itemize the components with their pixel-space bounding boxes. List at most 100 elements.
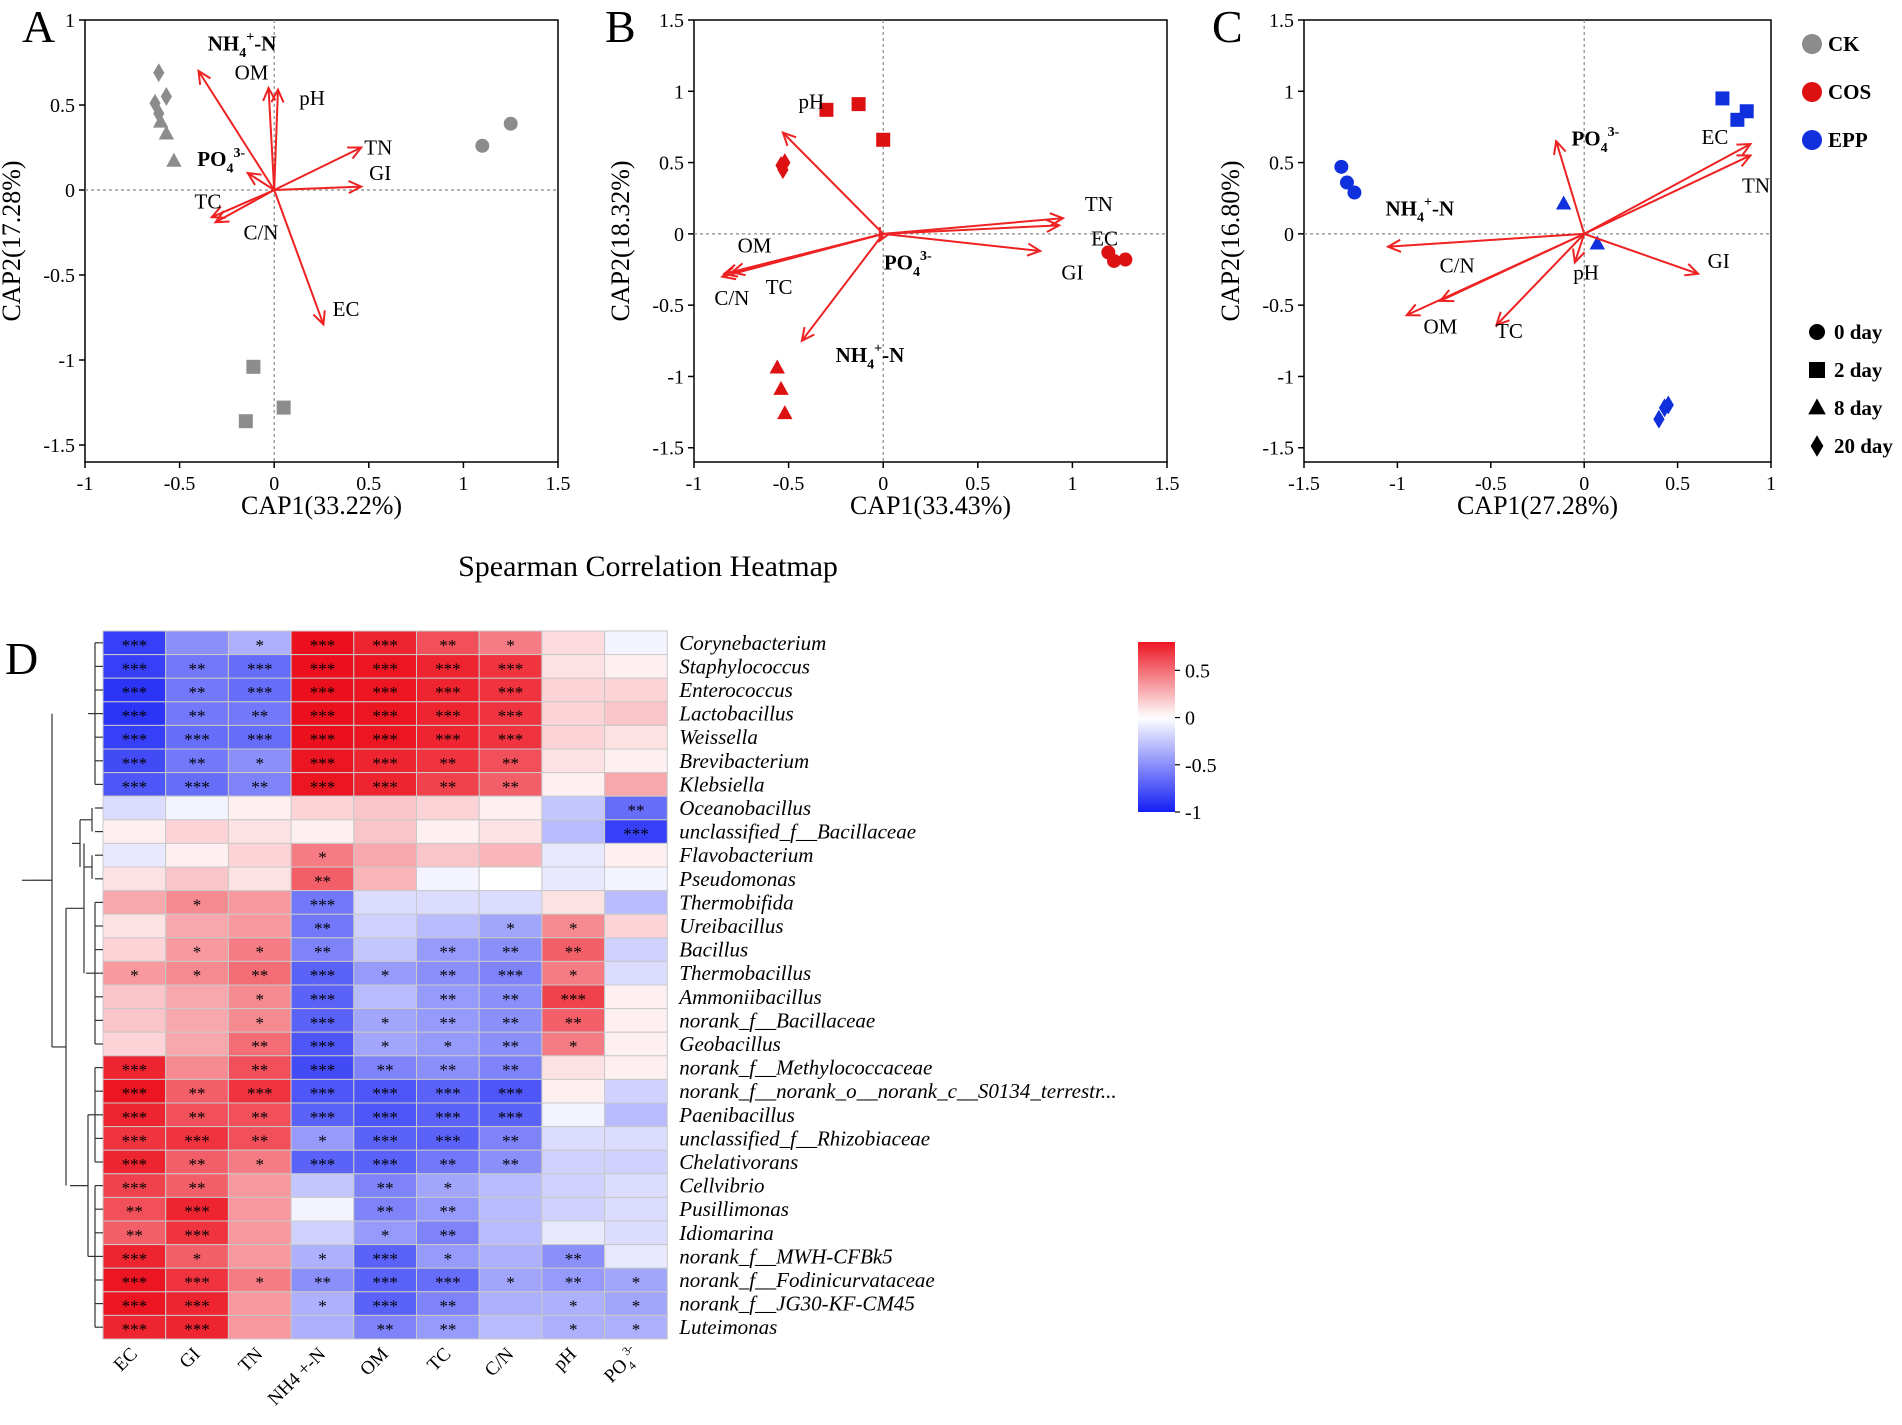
significance-marker: * xyxy=(193,895,202,914)
significance-marker: *** xyxy=(122,1297,148,1316)
significance-marker: ** xyxy=(565,1273,582,1292)
y-tick-label: 1 xyxy=(1284,81,1294,103)
label-part: C/N xyxy=(481,1343,518,1380)
significance-marker: *** xyxy=(498,707,524,726)
label-part: 3- xyxy=(619,1341,636,1358)
significance-marker: ** xyxy=(189,707,206,726)
significance-marker: *** xyxy=(310,754,336,773)
significance-marker: ** xyxy=(189,1084,206,1103)
significance-marker: *** xyxy=(184,1226,210,1245)
heatmap-cell xyxy=(102,795,167,821)
point-diamond xyxy=(1658,398,1671,418)
heatmap-cell xyxy=(478,1220,543,1246)
vector-arrow xyxy=(1583,232,1699,275)
heatmap-cell xyxy=(604,842,668,868)
significance-marker: * xyxy=(569,1297,578,1316)
heatmap-row-label: Chelativorans xyxy=(679,1150,798,1174)
vector-label: OM xyxy=(235,61,269,85)
heatmap-cell xyxy=(604,1149,668,1175)
heatmap-cell xyxy=(353,819,417,844)
significance-marker: ** xyxy=(314,872,331,891)
vector-label: NH4+-N xyxy=(836,342,905,373)
heatmap-cell xyxy=(604,748,668,774)
point-circle xyxy=(1118,252,1133,267)
significance-marker: *** xyxy=(122,730,148,749)
heatmap-cell xyxy=(102,937,167,962)
legend-label: 20 day xyxy=(1834,434,1893,458)
point-circle xyxy=(475,138,490,153)
significance-marker: *** xyxy=(372,1297,398,1316)
label-part: OM xyxy=(356,1344,393,1381)
significance-marker: *** xyxy=(372,707,398,726)
significance-marker: ** xyxy=(314,919,331,938)
significance-marker: *** xyxy=(372,683,398,702)
label-part: GI xyxy=(176,1344,205,1373)
significance-marker: *** xyxy=(310,636,336,655)
label-part: TC xyxy=(766,275,793,299)
significance-marker: ** xyxy=(439,1013,456,1032)
significance-marker: *** xyxy=(247,1084,273,1103)
significance-marker: * xyxy=(506,636,515,655)
heatmap-cell xyxy=(227,1244,292,1269)
vector-label: PO43- xyxy=(1571,125,1619,156)
significance-marker: *** xyxy=(122,683,148,702)
heatmap-row-label: Idiomarina xyxy=(678,1221,774,1245)
heatmap-row-label: Weissella xyxy=(679,725,758,749)
significance-marker: * xyxy=(444,1037,453,1056)
label-part: NH xyxy=(836,343,868,367)
significance-marker: * xyxy=(318,1131,327,1150)
y-axis-label: CAP2(16.80%) xyxy=(1216,160,1245,321)
y-tick-label: 0 xyxy=(674,224,684,246)
significance-marker: *** xyxy=(310,966,336,985)
significance-marker: *** xyxy=(184,1297,210,1316)
heatmap-cell xyxy=(541,1220,606,1246)
vector-arrowhead xyxy=(312,310,326,327)
heatmap-cell xyxy=(541,842,606,868)
vector-label: GI xyxy=(369,161,391,185)
heatmap-row-label: norank_f__MWH-CFBk5 xyxy=(679,1244,892,1268)
heatmap-row-label: Geobacillus xyxy=(679,1032,780,1056)
vector-arrowhead xyxy=(800,326,815,343)
vector-label: EC xyxy=(1091,226,1118,250)
significance-marker: *** xyxy=(310,1013,336,1032)
heatmap-cell xyxy=(541,677,606,703)
heatmap-cell xyxy=(165,913,229,939)
significance-marker: * xyxy=(256,636,265,655)
point-square xyxy=(819,102,834,117)
heatmap-cell xyxy=(290,819,355,844)
significance-marker: *** xyxy=(435,1273,461,1292)
significance-marker: *** xyxy=(310,659,336,678)
heatmap-cell xyxy=(290,1173,355,1198)
heatmap-cell xyxy=(478,866,543,892)
label-part: EC xyxy=(333,297,360,321)
significance-marker: * xyxy=(381,1226,390,1245)
significance-marker: *** xyxy=(435,1084,461,1103)
significance-marker: ** xyxy=(439,1061,456,1080)
heatmap-column-label: OM xyxy=(356,1344,393,1381)
label-part: GI xyxy=(1061,260,1083,284)
label-part: 4 xyxy=(1417,211,1424,226)
heatmap-cell xyxy=(353,937,417,962)
heatmap-cell xyxy=(353,913,417,939)
cap-plot-cos: -1 -0.5 0 0.5 1 1.5-1.5-1-0.500.511.5CAP1(33.… xyxy=(606,10,1180,520)
vector-arrowhead xyxy=(262,85,277,102)
x-tick-label: -1 xyxy=(686,473,703,495)
significance-marker: *** xyxy=(435,730,461,749)
plot-frame xyxy=(84,19,559,463)
significance-marker: ** xyxy=(126,1202,143,1221)
heatmap-cell xyxy=(541,1055,606,1080)
heatmap-row-label: norank_f__Methylococcaceae xyxy=(679,1056,932,1080)
heatmap-row-label: Paenibacillus xyxy=(678,1103,794,1127)
y-tick-label: 1 xyxy=(65,10,75,32)
significance-marker: * xyxy=(569,966,578,985)
legend-label: COS xyxy=(1828,80,1871,104)
significance-marker: ** xyxy=(439,777,456,796)
heatmap-cell xyxy=(227,819,292,844)
y-tick-label: 0 xyxy=(65,180,75,202)
point-circle xyxy=(1107,253,1122,268)
point-circle xyxy=(1809,324,1825,340)
point-triangle xyxy=(166,152,182,167)
significance-marker: *** xyxy=(310,1084,336,1103)
vector-arrow xyxy=(1573,233,1586,263)
heatmap: *** * *** *** ** * Corynebacterium*** ** *** *** *… xyxy=(22,630,1217,1410)
